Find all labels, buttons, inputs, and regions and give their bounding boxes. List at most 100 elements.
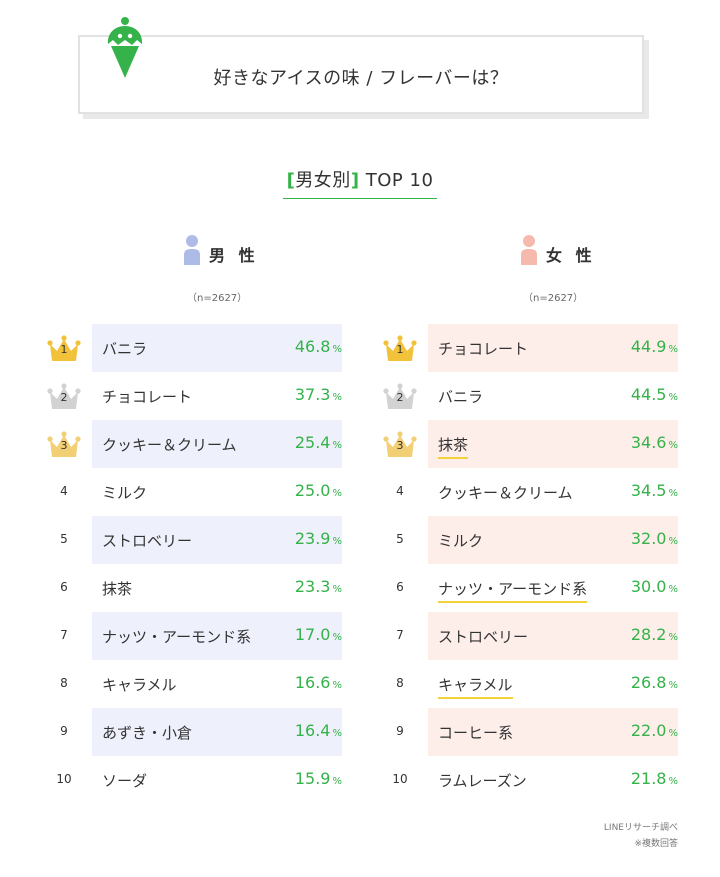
rank-number: 9 — [396, 724, 404, 738]
value-unit: % — [668, 776, 678, 787]
rank-number: 5 — [60, 532, 68, 546]
female-table-row: 8 キャラメル 26.8% — [391, 660, 678, 708]
row-background — [428, 516, 678, 564]
bracket-close: ] — [350, 170, 360, 191]
flavor-label: ナッツ・アーモンド系 — [102, 628, 252, 646]
rank-number: 1 — [60, 343, 68, 356]
percentage-value: 46.8% — [262, 337, 342, 356]
value-unit: % — [668, 680, 678, 691]
row-background — [92, 708, 342, 756]
female-table-row: 6 ナッツ・アーモンド系 30.0% — [391, 564, 678, 612]
female-table-row: 9 コーヒー系 22.0% — [391, 708, 678, 756]
male-group-label: 男 性 — [209, 246, 259, 265]
female-table-row: 5 ミルク 32.0% — [391, 516, 678, 564]
row-background — [92, 420, 342, 468]
footnote: LINEリサーチ調べ ※複数回答 — [604, 820, 678, 852]
row-background — [428, 612, 678, 660]
percentage-value: 28.2% — [598, 625, 678, 644]
female-group-label: 女 性 — [546, 246, 596, 265]
value-unit: % — [332, 680, 342, 691]
flavor-label: ラムレーズン — [438, 772, 527, 790]
flavor-label: コーヒー系 — [438, 724, 514, 742]
rank-number: 10 — [392, 772, 408, 786]
percentage-value: 15.9% — [262, 769, 342, 788]
value-number: 28.2 — [630, 625, 667, 644]
male-table-row: 5 ストロベリー 23.9% — [55, 516, 342, 564]
percentage-value: 32.0% — [598, 529, 678, 548]
rank-number: 8 — [396, 676, 404, 690]
value-number: 44.9 — [630, 337, 667, 356]
flavor-label: 抹茶 — [102, 580, 133, 598]
value-unit: % — [332, 392, 342, 403]
percentage-value: 16.4% — [262, 721, 342, 740]
crown-icon — [47, 383, 81, 409]
rank-number: 6 — [60, 580, 68, 594]
rank-number: 5 — [396, 532, 404, 546]
flavor-label: 抹茶 — [438, 434, 469, 459]
crown-icon — [383, 335, 417, 361]
flavor-label: キャラメル — [102, 676, 177, 694]
source-note: LINEリサーチ調べ — [603, 823, 678, 833]
male-group-header: 男 性 — [183, 234, 343, 268]
flavor-label: クッキー＆クリーム — [102, 436, 237, 454]
rank-number: 3 — [396, 439, 404, 452]
row-background — [428, 708, 678, 756]
value-number: 22.0 — [630, 721, 667, 740]
male-table-row: 8 キャラメル 16.6% — [55, 660, 342, 708]
percentage-value: 22.0% — [598, 721, 678, 740]
rank-number: 8 — [60, 676, 68, 690]
subtitle-label: 男女別 — [295, 170, 351, 191]
bracket-open: [ — [286, 170, 296, 191]
page-title: 好きなアイスの味 / フレーバーは？ — [213, 68, 509, 89]
flavor-label: ミルク — [438, 532, 484, 550]
rank-number: 4 — [396, 484, 404, 498]
value-unit: % — [668, 584, 678, 595]
male-table-row: 6 抹茶 23.3% — [55, 564, 342, 612]
rank-number: 2 — [396, 391, 404, 404]
crown-icon — [47, 335, 81, 361]
value-unit: % — [332, 536, 342, 547]
chart-subtitle: [男女別] TOP 10 — [282, 166, 438, 199]
rank-number: 10 — [56, 772, 72, 786]
male-person-icon — [184, 235, 200, 265]
flavor-label: ストロベリー — [438, 628, 529, 646]
row-background — [92, 612, 342, 660]
rank-number: 7 — [396, 628, 404, 642]
female-table-row: 7 ストロベリー 28.2% — [391, 612, 678, 660]
flavor-label: ナッツ・アーモンド系 — [438, 578, 588, 603]
female-table-row: 3 抹茶 34.6% — [383, 420, 678, 468]
value-number: 37.3 — [294, 385, 331, 404]
percentage-value: 34.6% — [598, 433, 678, 452]
value-unit: % — [332, 632, 342, 643]
value-number: 25.0 — [294, 481, 331, 500]
percentage-value: 44.5% — [598, 385, 678, 404]
female-table-row: 4 クッキー＆クリーム 34.5% — [391, 468, 678, 516]
row-background — [92, 516, 342, 564]
value-number: 21.8 — [630, 769, 667, 788]
value-number: 16.4 — [294, 721, 331, 740]
rank-number: 3 — [60, 439, 68, 452]
percentage-value: 25.4% — [262, 433, 342, 452]
value-number: 15.9 — [294, 769, 331, 788]
rank-number: 7 — [60, 628, 68, 642]
multiple-answer-note: ※複数回答 — [634, 839, 678, 849]
female-table-row: 2 バニラ 44.5% — [383, 372, 678, 420]
male-table-row: 1 バニラ 46.8% — [47, 324, 342, 372]
value-unit: % — [668, 488, 678, 499]
crown-icon — [383, 431, 417, 457]
percentage-value: 34.5% — [598, 481, 678, 500]
ice-cream-cone-icon — [107, 17, 143, 78]
rank-number: 4 — [60, 484, 68, 498]
value-unit: % — [668, 632, 678, 643]
female-person-icon — [521, 235, 537, 265]
percentage-value: 25.0% — [262, 481, 342, 500]
value-number: 44.5 — [630, 385, 667, 404]
value-number: 32.0 — [630, 529, 667, 548]
subtitle-rest: TOP 10 — [359, 170, 434, 191]
value-unit: % — [332, 776, 342, 787]
flavor-label: ミルク — [102, 484, 148, 502]
percentage-value: 37.3% — [262, 385, 342, 404]
flavor-label: キャラメル — [438, 674, 513, 699]
male-table-row: 2 チョコレート 37.3% — [47, 372, 342, 420]
value-unit: % — [332, 584, 342, 595]
